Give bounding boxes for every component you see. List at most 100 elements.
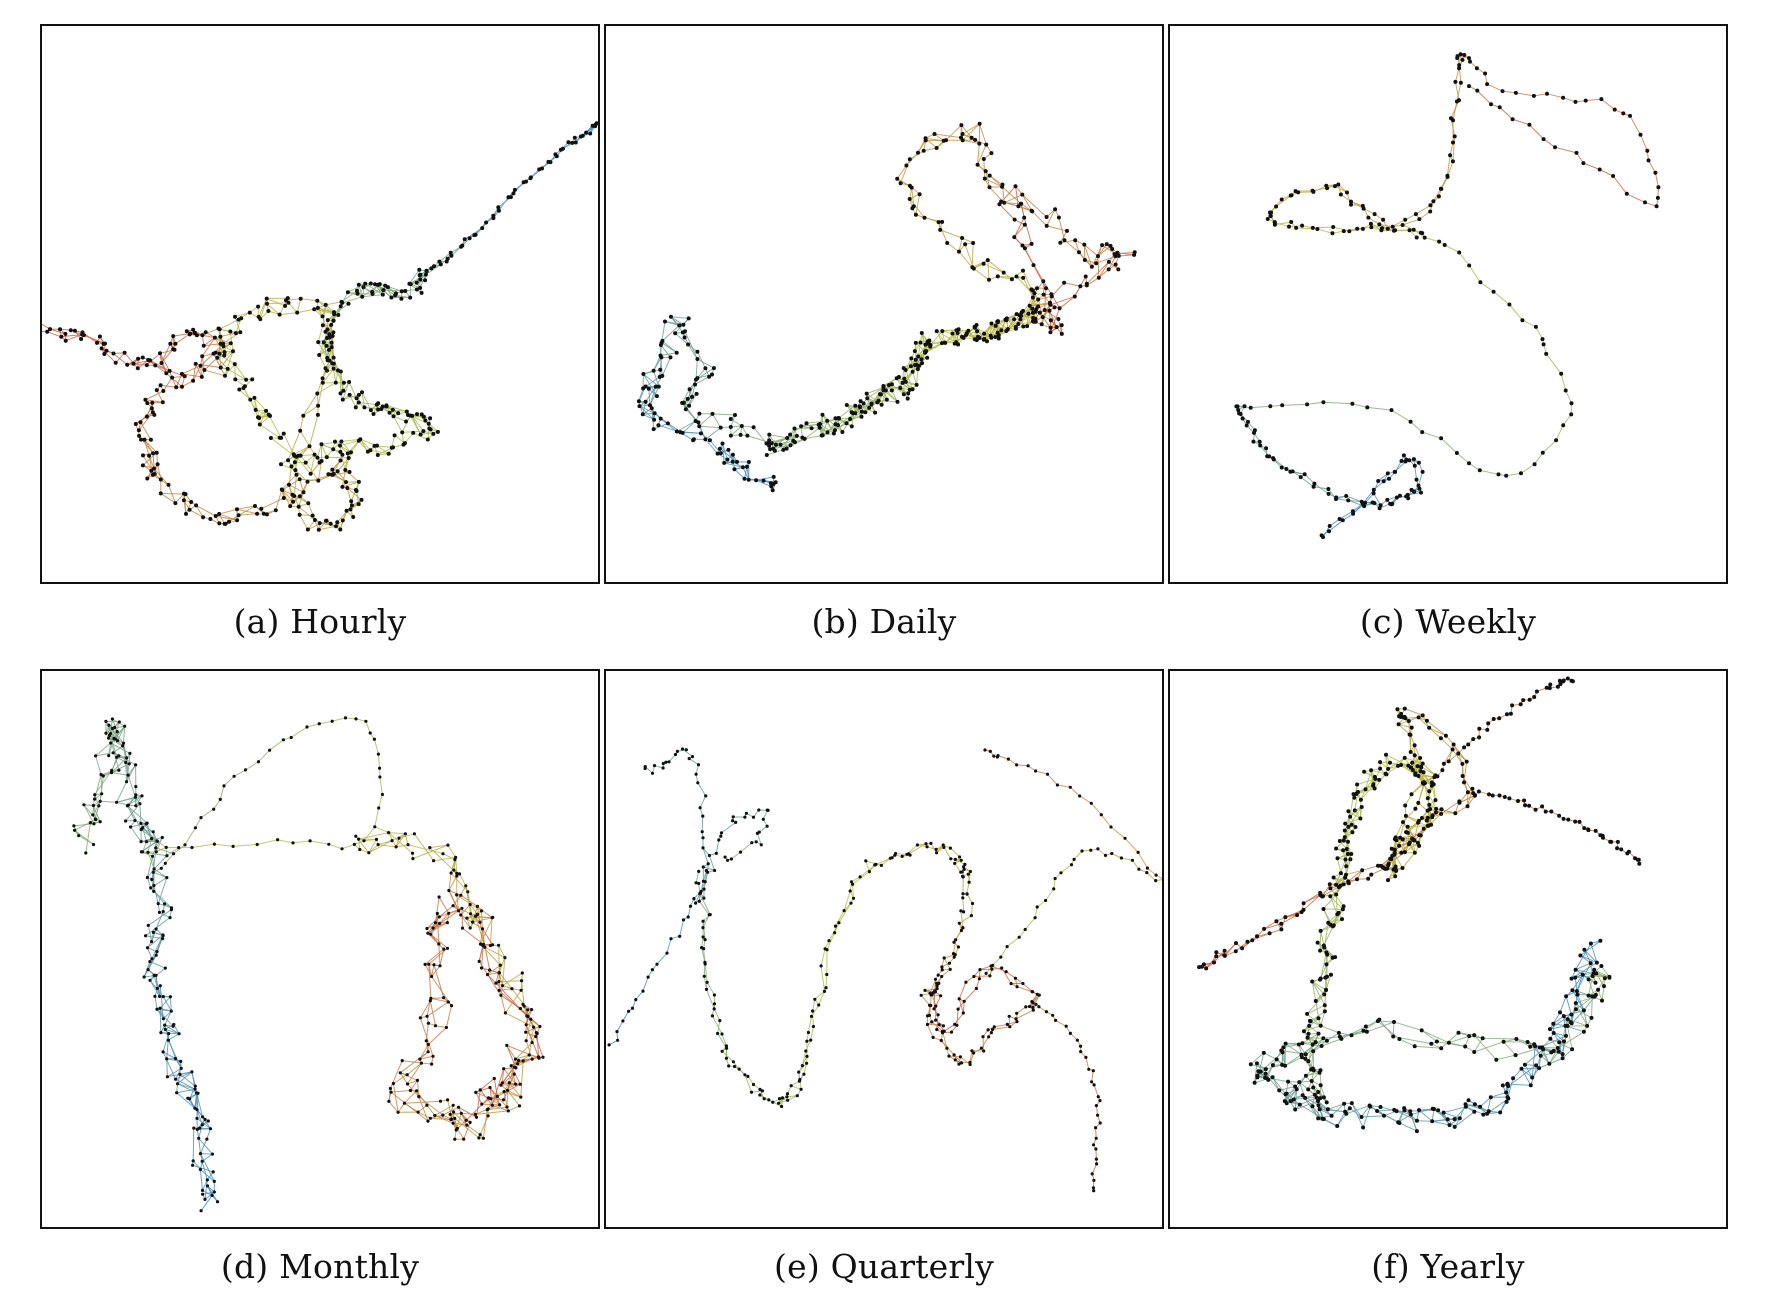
graph-edge	[299, 514, 309, 530]
graph-node	[161, 995, 165, 999]
graph-node	[243, 768, 248, 772]
graph-node	[1302, 472, 1307, 477]
graph-node	[127, 762, 131, 766]
graph-edge	[812, 1010, 814, 1027]
graph-edge	[257, 839, 278, 845]
graph-node	[935, 851, 939, 855]
graph-edge	[466, 1124, 481, 1136]
graph-node	[412, 832, 416, 836]
graph-edge	[341, 290, 358, 303]
graph-edge	[219, 785, 225, 800]
graph-node	[702, 947, 706, 951]
graph-edge	[200, 1138, 208, 1154]
graph-edge	[111, 772, 129, 776]
graph-edge	[300, 298, 318, 302]
graph-edge	[480, 917, 494, 945]
graph-node	[429, 996, 433, 1000]
graph-node	[1337, 517, 1342, 521]
graph-node	[455, 874, 459, 878]
graph-edge	[1055, 1019, 1067, 1027]
graph-node	[507, 1081, 511, 1085]
graph-edge	[140, 838, 152, 843]
graph-node	[863, 410, 868, 415]
graph-node	[446, 1000, 450, 1004]
graph-node	[484, 220, 489, 225]
graph-edge	[916, 369, 919, 385]
graph-node	[315, 391, 320, 396]
graph-node	[399, 289, 404, 294]
graph-node	[158, 491, 163, 496]
graph-node	[718, 451, 723, 456]
graph-node	[915, 843, 919, 847]
graph-frame-daily	[604, 24, 1164, 584]
graph-edge	[664, 321, 680, 326]
graph-node	[1371, 491, 1376, 496]
graph-node	[319, 442, 324, 447]
graph-node	[94, 817, 98, 822]
graph-node	[265, 301, 269, 306]
graph-node	[1333, 184, 1337, 189]
graph-edge	[936, 330, 946, 343]
graph-node	[100, 792, 104, 796]
graph-node	[1454, 451, 1459, 455]
graph-edge	[492, 1104, 509, 1112]
graph-edge	[126, 805, 136, 821]
graph-node	[144, 822, 148, 826]
graph-node	[1053, 207, 1058, 212]
graph-node	[149, 468, 154, 473]
graph-node	[701, 935, 705, 939]
graph-node	[512, 1072, 516, 1076]
graph-node	[777, 1101, 781, 1105]
graph-node	[327, 332, 332, 337]
graph-edge	[530, 1018, 541, 1027]
graph-node	[329, 322, 334, 327]
graph-edge	[866, 387, 884, 395]
graph-node	[435, 911, 439, 916]
graph-node	[498, 1103, 502, 1107]
graph-edge	[1090, 802, 1102, 816]
graph-node	[426, 1050, 430, 1054]
graph-edge	[481, 1098, 492, 1105]
graph-node	[378, 766, 382, 770]
graph-edge	[730, 414, 736, 428]
graph-node	[706, 862, 710, 866]
graph-node	[190, 845, 194, 850]
graph-node	[764, 441, 769, 446]
graph-edge	[302, 393, 318, 416]
graph-edge	[398, 833, 415, 839]
graph-node	[1062, 280, 1067, 285]
graph-edge	[1146, 872, 1157, 881]
graph-edge	[792, 428, 795, 441]
graph-edge	[643, 373, 660, 387]
caption-monthly: (d) Monthly	[220, 1247, 420, 1286]
graph-node	[784, 446, 789, 451]
graph-edge	[154, 996, 158, 1010]
graph-node	[301, 413, 306, 418]
graph-edge	[472, 906, 478, 923]
graph-edge	[1063, 282, 1081, 287]
graph-edge	[507, 1089, 522, 1098]
graph-node	[72, 328, 77, 333]
graph-edge	[309, 414, 319, 447]
graph-node	[1018, 317, 1023, 322]
graph-edge	[1100, 814, 1112, 828]
graph-node	[1359, 499, 1364, 504]
graph-node	[331, 330, 336, 335]
graph-node	[146, 923, 150, 927]
graph-node	[425, 1014, 429, 1018]
graph-node	[1527, 122, 1532, 127]
graph-node	[400, 430, 405, 435]
graph-node	[837, 921, 841, 925]
graph-edge	[399, 1072, 408, 1085]
graph-node	[958, 855, 962, 859]
graph-node	[158, 994, 162, 998]
graph-edge	[1030, 289, 1037, 310]
graph-node	[1457, 63, 1462, 68]
graph-node	[704, 987, 709, 991]
graph-node	[491, 213, 496, 218]
graph-edge	[173, 844, 186, 855]
graph-edge	[1502, 90, 1516, 94]
graph-edge	[159, 911, 171, 919]
graph-node	[813, 997, 817, 1001]
graph-edge	[500, 1083, 521, 1086]
